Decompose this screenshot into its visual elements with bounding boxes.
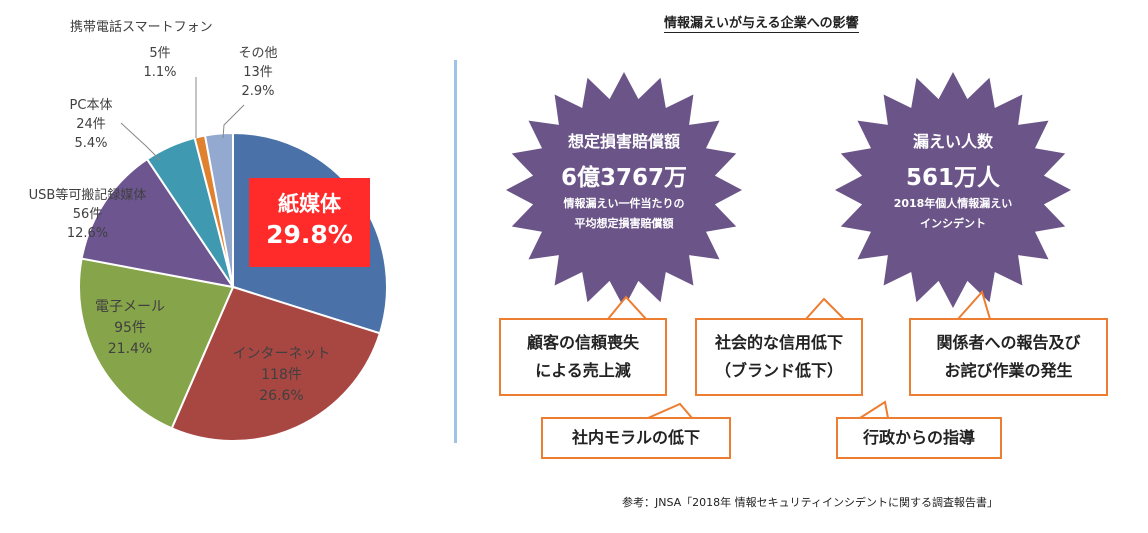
slice-name-pc: PC本体 — [69, 98, 113, 113]
vertical-divider — [454, 60, 457, 443]
slice-count-internet: 118件 — [261, 367, 302, 383]
stakeholder-box: 関係者への報告及び お詫び作業の発生 — [909, 318, 1108, 396]
victims-star-text: 漏えい人数 561万人 2018年個人情報漏えい インシデント — [829, 128, 1077, 234]
slice-percent-mobile: 1.1% — [143, 65, 177, 80]
pie-label-other: その他 13件 2.9% — [228, 44, 288, 101]
social-trust-line-2: （ブランド低下） — [714, 361, 843, 380]
admin-text: 行政からの指導 — [862, 428, 975, 447]
social-trust-line-1: 社会的な信用低下 — [714, 333, 843, 352]
slice-count-other: 13件 — [243, 65, 273, 80]
pie-label-mobile: 携帯電話スマートフォン — [70, 18, 213, 37]
slice-count-email: 95件 — [114, 320, 146, 336]
victims-star-note-2: インシデント — [920, 217, 986, 230]
slice-name-internet: インターネット — [232, 346, 331, 362]
damage-star-text: 想定損害賠償額 6億3767万 情報漏えい一件当たりの 平均想定損害賠償額 — [500, 128, 748, 234]
pie-slice-2 — [78, 257, 235, 430]
slice-name-email: 電子メール — [95, 299, 165, 315]
callout-tail-morale — [647, 402, 695, 419]
stakeholder-line-1: 関係者への報告及び — [936, 333, 1081, 352]
pie-label-pc: PC本体 24件 5.4% — [60, 96, 122, 153]
slice-percent-internet: 26.6% — [259, 388, 304, 404]
impact-title: 情報漏えいが与える企業への影響 — [664, 12, 859, 33]
pie-slices — [78, 131, 388, 442]
morale-text: 社内モラルの低下 — [571, 428, 700, 447]
slice-name-usb: USB等可搬記録媒体 — [28, 188, 147, 203]
slice-count-pc: 24件 — [76, 117, 106, 132]
slice-percent-other: 2.9% — [241, 84, 275, 99]
victims-star-note-1: 2018年個人情報漏えい — [893, 197, 1013, 210]
customer-trust-box: 顧客の信頼喪失 による売上減 — [499, 318, 667, 396]
slice-percent-pc: 5.4% — [74, 136, 108, 151]
victims-star-value: 561万人 — [905, 165, 1000, 191]
stakeholder-line-2: お詫び作業の発生 — [944, 361, 1073, 380]
damage-star-note-2: 平均想定損害賠償額 — [574, 217, 674, 230]
pie-label-internet: インターネット 118件 26.6% — [224, 344, 339, 407]
damage-star-note-1: 情報漏えい一件当たりの — [563, 197, 685, 210]
source-note: 参考：JNSA「2018年 情報セキュリティインシデントに関する調査報告書」 — [622, 496, 999, 509]
pie-label-usb: USB等可搬記録媒体 56件 12.6% — [10, 186, 165, 243]
pie-label-mobile-values: 5件 1.1% — [140, 44, 180, 82]
damage-star-heading: 想定損害賠償額 — [567, 132, 680, 151]
victims-star-heading: 漏えい人数 — [912, 132, 993, 151]
customer-trust-line-1: 顧客の信頼喪失 — [526, 333, 639, 352]
customer-trust-line-2: による売上減 — [535, 361, 631, 380]
callout-tail-stakeholder — [955, 289, 992, 320]
admin-box: 行政からの指導 — [836, 417, 1002, 459]
pie-slice-3 — [80, 157, 236, 289]
pie-leader-lines — [120, 77, 245, 161]
leader-line-pc — [120, 122, 161, 161]
callout-tail-admin — [856, 400, 890, 419]
morale-box: 社内モラルの低下 — [541, 417, 731, 459]
highlight-percent: 29.8% — [266, 220, 353, 249]
slice-percent-email: 21.4% — [107, 341, 153, 357]
pie-chart — [78, 77, 388, 442]
pie-slice-6 — [203, 131, 234, 288]
callout-tail-social — [803, 297, 847, 320]
slice-count-mobile: 5件 — [149, 46, 171, 61]
pie-slice-1 — [170, 285, 382, 442]
social-trust-box: 社会的な信用低下 （ブランド低下） — [695, 318, 863, 396]
slice-name-mobile: 携帯電話スマートフォン — [70, 20, 213, 35]
damage-star-value: 6億3767万 — [560, 165, 688, 191]
callout-tail-customer — [605, 295, 649, 320]
leader-line-other — [222, 104, 245, 139]
slice-count-usb: 56件 — [72, 207, 103, 222]
slice-percent-usb: 12.6% — [66, 226, 109, 241]
highlight-name: 紙媒体 — [278, 192, 341, 216]
pie-label-email: 電子メール 95件 21.4% — [80, 297, 180, 360]
slice-name-other: その他 — [238, 46, 278, 61]
paper-highlight-box: 紙媒体 29.8% — [249, 178, 370, 267]
